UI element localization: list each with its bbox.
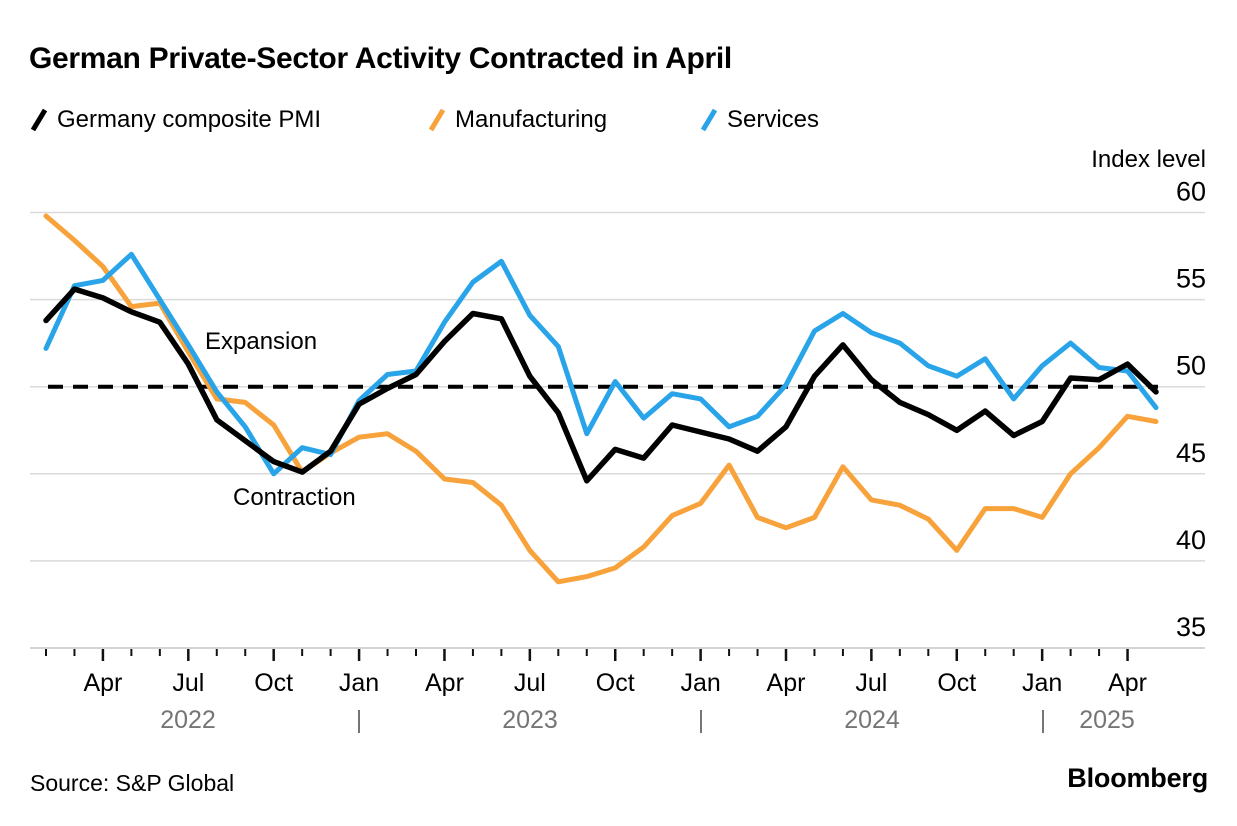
x-month-label: Jul <box>855 669 887 697</box>
legend-label: Manufacturing <box>455 106 608 133</box>
y-tick-label: 50 <box>1176 351 1206 381</box>
x-month-label: Oct <box>937 669 976 697</box>
annotation-expansion: Expansion <box>205 328 317 355</box>
x-month-label: Jan <box>680 669 720 697</box>
y-tick-label: 35 <box>1176 612 1206 642</box>
x-month-label: Oct <box>254 669 293 697</box>
slash-icon <box>30 108 48 132</box>
y-tick-label: 45 <box>1176 438 1206 468</box>
y-tick-label: 40 <box>1176 525 1206 555</box>
legend-item-composite: Germany composite PMI <box>30 106 321 134</box>
annotations-layer: Expansion Contraction <box>205 328 356 511</box>
x-year-label: 2025 <box>1079 706 1135 734</box>
legend-label: Germany composite PMI <box>57 106 322 133</box>
slash-icon <box>428 108 446 132</box>
series-layer <box>43 213 1159 585</box>
x-month-label: Oct <box>596 669 635 697</box>
year-separator: | <box>698 706 705 734</box>
source-credit: Source: S&P Global <box>30 770 235 796</box>
x-year-label: 2024 <box>844 706 900 734</box>
series-line-composite <box>43 286 1159 484</box>
x-month-label: Jul <box>514 669 546 697</box>
x-month-label: Apr <box>767 669 806 697</box>
y-axis-title: Index level <box>1091 146 1206 173</box>
x-month-label: Jan <box>339 669 379 697</box>
x-month-label: Apr <box>425 669 464 697</box>
legend-label: Services <box>727 106 820 133</box>
gridlines-layer: 35 40 45 50 55 60 <box>30 177 1206 649</box>
x-year-label: 2023 <box>502 706 558 734</box>
x-month-label: Apr <box>1108 669 1147 697</box>
series-line-services <box>43 251 1159 477</box>
x-month-label: Apr <box>83 669 122 697</box>
y-tick-label: 55 <box>1176 264 1206 294</box>
annotation-contraction: Contraction <box>233 484 356 511</box>
legend-item-manufacturing: Manufacturing <box>428 106 607 134</box>
x-axis-layer: Apr Jul Oct Jan Apr Jul Oct Jan Apr Jul Oct Jan Apr 2… <box>45 649 1147 734</box>
x-year-label: 2022 <box>160 706 216 734</box>
x-month-label: Jan <box>1022 669 1062 697</box>
x-month-label: Jul <box>172 669 204 697</box>
series-line-manufacturing <box>43 213 1159 585</box>
year-separator: | <box>1040 706 1047 734</box>
bloomberg-logo: Bloomberg <box>1067 763 1208 793</box>
year-separator: | <box>356 706 363 734</box>
y-tick-label: 60 <box>1176 177 1206 207</box>
slash-icon <box>700 108 718 132</box>
legend-item-services: Services <box>700 106 819 134</box>
chart-title: German Private-Sector Activity Contracte… <box>29 42 732 75</box>
